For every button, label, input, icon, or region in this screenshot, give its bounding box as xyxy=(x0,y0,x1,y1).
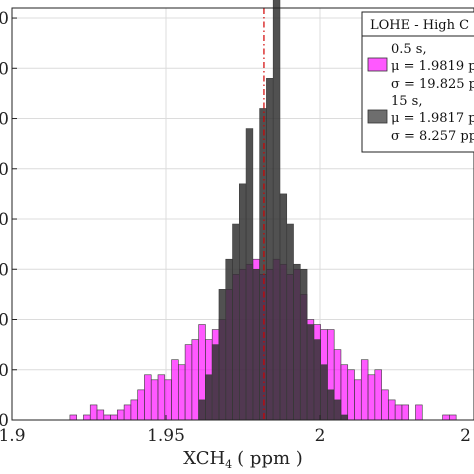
bar-series-2-2 xyxy=(211,344,220,421)
bar-series-1-5 xyxy=(110,414,118,421)
bar-series-1-39 xyxy=(340,364,349,421)
y-tick-label-0: 0 xyxy=(0,411,9,431)
bar-series-1-43 xyxy=(367,374,376,421)
bar-series-2-20 xyxy=(333,399,342,421)
bar-series-1-10 xyxy=(144,374,152,421)
legend-entry-1-sigma: σ = 19.825 pp xyxy=(391,77,474,92)
bar-series-1-14 xyxy=(171,359,179,421)
bar-series-1-15 xyxy=(178,364,186,421)
bar-series-1-49 xyxy=(415,404,423,421)
bar-series-2-18 xyxy=(320,364,328,421)
bar-series-1-44 xyxy=(374,369,382,421)
bar-series-1-8 xyxy=(130,399,138,421)
legend-title: LOHE - High C xyxy=(370,18,469,33)
x-axis-title: XCH4( ppm ) xyxy=(183,448,303,471)
bar-series-1-6 xyxy=(117,409,125,421)
axis-ticks: 1.9 1.95 2 2 0 0 0 0 0 0 0 0 0 xyxy=(0,9,474,446)
bar-series-1-46 xyxy=(388,399,396,421)
bar-series-1-2 xyxy=(89,404,98,421)
x-tick-label-2: 2 xyxy=(315,426,326,446)
bar-series-1-4 xyxy=(103,414,111,421)
legend-entry-2-mu: μ = 1.9817 pp xyxy=(391,111,474,126)
bar-series-2-17 xyxy=(313,339,321,421)
bar-series-2-21 xyxy=(340,414,349,421)
bar-series-2-14 xyxy=(293,263,301,421)
bar-series-2-5 xyxy=(232,223,240,421)
legend: LOHE - High C 0.5 s, μ = 1.9819 pp σ = 1… xyxy=(361,11,474,153)
y-tick-label-7: 0 xyxy=(0,59,9,79)
bar-series-1-3 xyxy=(96,409,105,421)
bar-series-1-40 xyxy=(347,369,355,421)
y-tick-label-2: 0 xyxy=(0,311,9,331)
bar-series-1-45 xyxy=(381,389,389,421)
bar-series-1-7 xyxy=(123,404,132,421)
legend-entry-1-mu: μ = 1.9819 pp xyxy=(391,59,474,74)
bar-series-1-42 xyxy=(360,359,369,421)
bar-series-1-16 xyxy=(184,344,193,421)
bar-series-2-1 xyxy=(205,374,213,421)
bar-series-2-15 xyxy=(299,268,308,421)
legend-swatch-2 xyxy=(367,109,388,124)
y-tick-label-8: 0 xyxy=(0,9,9,29)
y-tick-label-4: 0 xyxy=(0,210,9,230)
bar-series-2-10 xyxy=(266,78,274,421)
y-tick-label-3: 0 xyxy=(0,260,9,280)
x-tick-label-1: 1.95 xyxy=(147,426,185,446)
bar-series-2-19 xyxy=(327,389,335,421)
legend-box xyxy=(361,11,474,153)
bar-series-2-0 xyxy=(198,399,206,421)
bar-series-1-47 xyxy=(394,404,403,421)
bar-series-1-51 xyxy=(449,414,457,421)
legend-swatch-1 xyxy=(367,57,388,72)
bar-series-2-6 xyxy=(239,183,247,421)
bar-series-2-7 xyxy=(245,128,254,421)
bar-series-2-16 xyxy=(306,324,315,421)
plot-frame xyxy=(11,7,474,421)
bar-series-2-12 xyxy=(279,193,288,421)
y-tick-label-5: 0 xyxy=(0,160,9,180)
bar-series-2-4 xyxy=(225,258,233,421)
bar-series-1-1 xyxy=(83,414,91,421)
bar-series-2-9 xyxy=(259,108,267,421)
bar-series-1-17 xyxy=(191,339,199,421)
bar-series-1-11 xyxy=(150,379,159,421)
y-tick-label-6: 0 xyxy=(0,110,9,130)
bar-series-1-9 xyxy=(137,389,145,421)
y-tick-label-1: 0 xyxy=(0,361,9,381)
legend-entry-2-sigma: σ = 8.257 pp xyxy=(391,129,474,144)
x-tick-label-3: 2 xyxy=(460,426,471,446)
bar-series-1-0 xyxy=(69,414,77,421)
bar-series-2-3 xyxy=(218,289,227,421)
bar-series-2-8 xyxy=(252,268,260,421)
legend-entry-2-header: 15 s, xyxy=(391,94,422,109)
bar-series-1-13 xyxy=(164,379,172,421)
bar-series-2-11 xyxy=(272,0,281,421)
bar-series-1-48 xyxy=(401,404,410,421)
bar-series-1-41 xyxy=(354,379,362,421)
bar-series-2-13 xyxy=(286,223,294,421)
x-tick-label-0: 1.9 xyxy=(0,426,26,446)
bar-series-1-50 xyxy=(442,414,450,421)
legend-entry-1-header: 0.5 s, xyxy=(391,42,427,57)
bar-series-1-12 xyxy=(157,374,166,421)
